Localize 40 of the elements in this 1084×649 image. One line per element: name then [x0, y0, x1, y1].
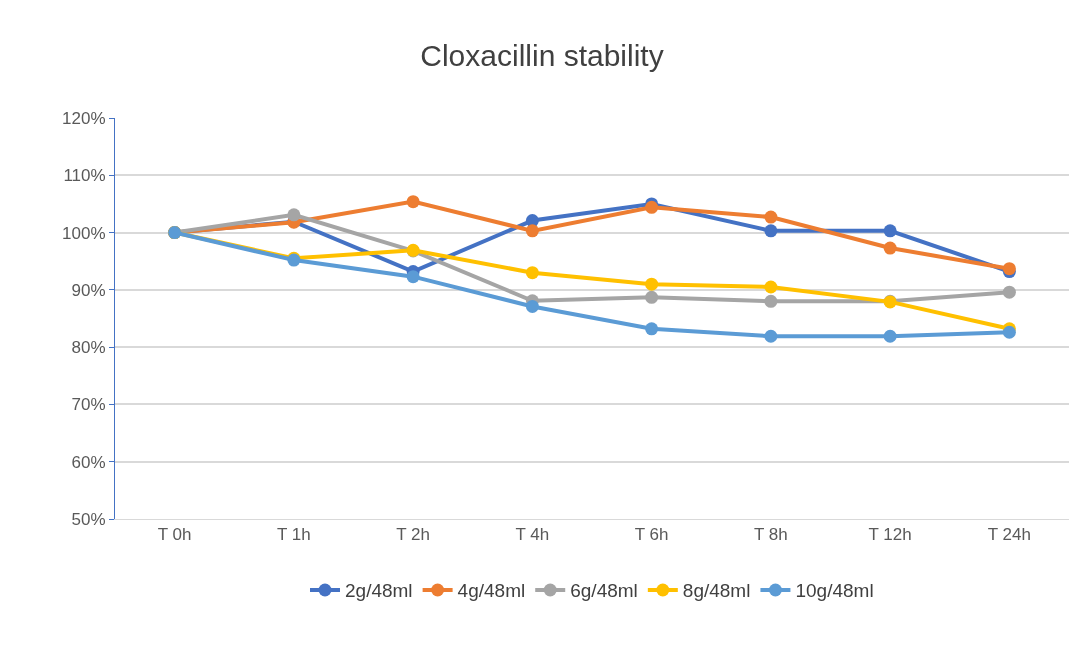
x-tick-label: T 0h	[157, 525, 192, 545]
point	[764, 224, 778, 238]
x-tick-label: T 8h	[754, 525, 788, 545]
y-tick-label: 100%	[62, 223, 106, 243]
x-tick-label: T 1h	[277, 525, 311, 545]
y-tick-label: 90%	[71, 280, 106, 300]
y-tick-label: 60%	[71, 452, 106, 472]
x-tick-label: T 24h	[987, 525, 1031, 545]
point	[883, 224, 897, 238]
point	[525, 299, 539, 313]
point	[406, 195, 420, 209]
point	[883, 329, 897, 343]
point	[525, 266, 539, 280]
point	[645, 322, 659, 336]
y-tick-label: 50%	[71, 509, 106, 529]
x-tick-label: T 6h	[634, 525, 669, 545]
x-tick-label: T 2h	[396, 525, 430, 545]
point	[764, 280, 778, 294]
y-tick-label: 120%	[62, 108, 106, 128]
point	[764, 210, 778, 224]
point	[406, 270, 420, 284]
point	[645, 277, 659, 291]
y-tick-label: 80%	[71, 338, 106, 358]
point	[883, 241, 897, 255]
point	[645, 290, 659, 304]
chart-title: Cloxacillin stability	[420, 39, 664, 73]
y-tick-label: 70%	[71, 395, 106, 415]
legend-label: 6g/48ml	[570, 580, 638, 602]
point	[287, 208, 301, 222]
legend-label: 4g/48ml	[457, 580, 526, 602]
legend-label: 8g/48ml	[682, 580, 751, 602]
legend-label: 10g/48ml	[795, 580, 874, 602]
point	[1002, 285, 1016, 299]
point	[764, 294, 778, 308]
x-tick-label: T 4h	[515, 525, 550, 545]
point	[764, 329, 778, 343]
point	[525, 224, 539, 238]
legend-label: 2g/48ml	[345, 580, 413, 602]
y-tick-label: 110%	[63, 166, 106, 186]
x-tick-label: T 12h	[868, 525, 912, 545]
